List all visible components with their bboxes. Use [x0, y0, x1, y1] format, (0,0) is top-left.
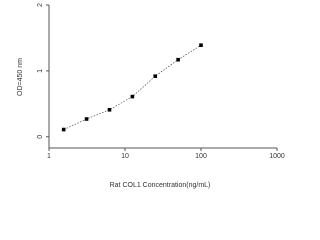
point: [84, 117, 89, 121]
y-tick-label: 2: [37, 3, 44, 7]
y-tick-label: 0: [37, 135, 44, 139]
y-tick-label: 1: [37, 69, 44, 73]
x-tick-label: 100: [195, 153, 207, 160]
point: [153, 74, 158, 78]
point: [199, 43, 203, 47]
x-tick-label: 1: [47, 153, 51, 160]
x-axis-label: Rat COL1 Concentration(ng/mL): [110, 182, 211, 189]
x-tick-label: 1000: [269, 153, 285, 160]
x-tick-label: 10: [121, 153, 129, 160]
y-axis-label: OD=450 nm: [17, 58, 24, 96]
page: {"chart_data": {"type": "scatter-line", …: [16, 2, 285, 189]
point: [107, 107, 112, 112]
curve: [63, 44, 202, 130]
point: [176, 57, 180, 62]
chart: Rat COL1 Concentration(ng/mL) OD=450 nm …: [17, 3, 285, 189]
point: [61, 127, 66, 132]
point: [130, 94, 135, 99]
